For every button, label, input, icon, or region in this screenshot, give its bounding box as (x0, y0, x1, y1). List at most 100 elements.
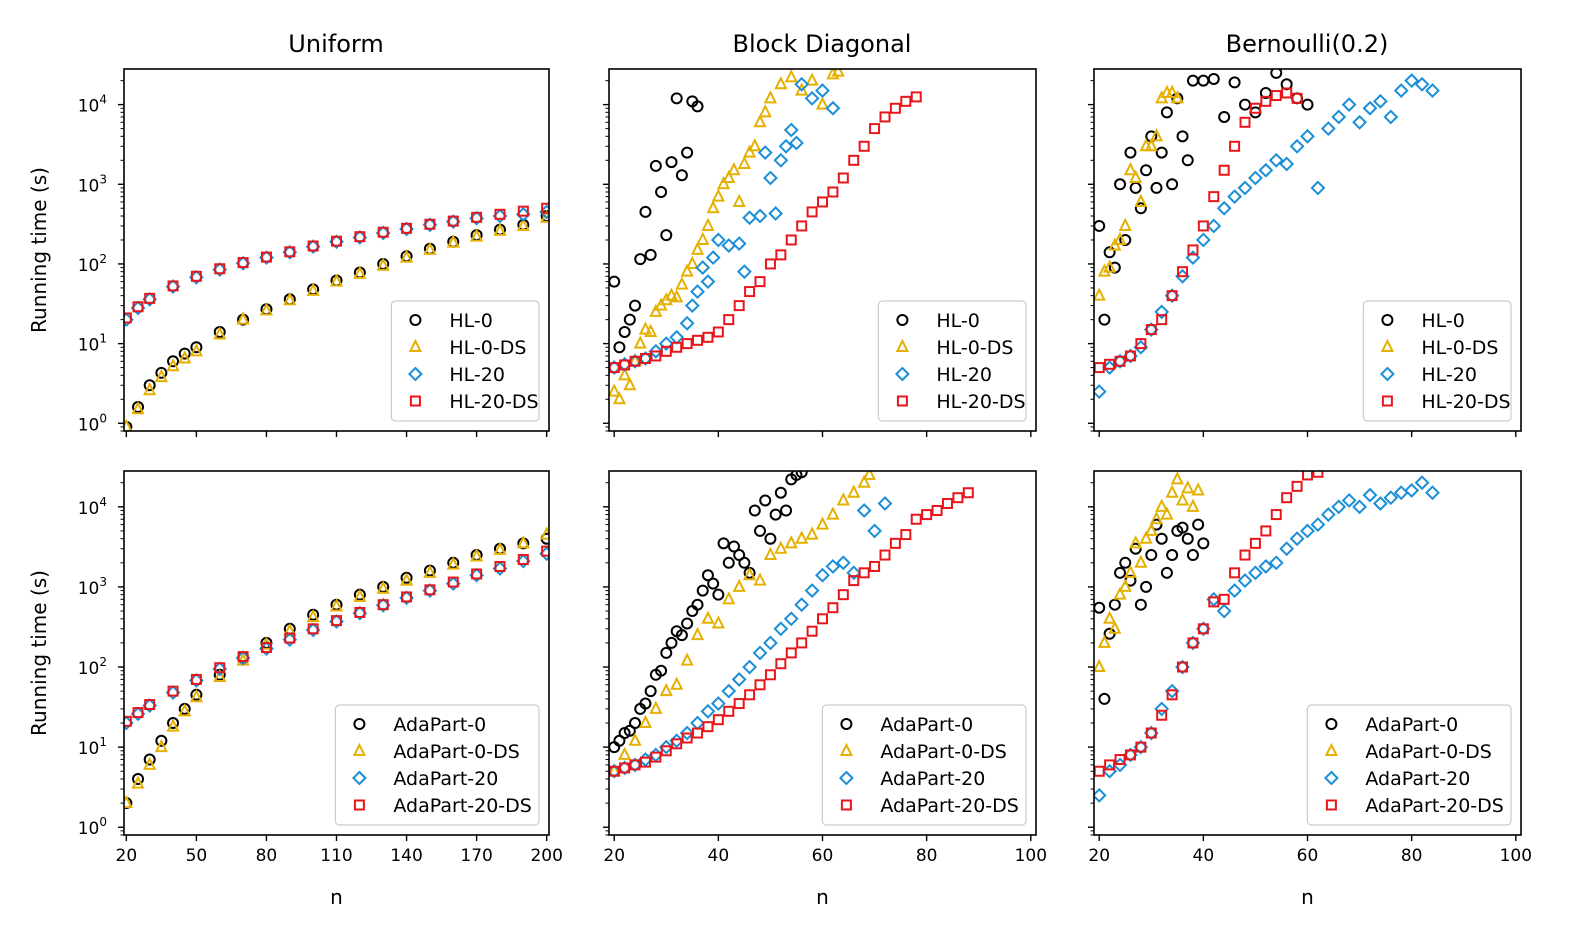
data-point (1192, 518, 1205, 531)
data-point (1279, 541, 1295, 557)
data-point (684, 298, 700, 314)
data-point (259, 302, 274, 316)
data-point (1181, 532, 1194, 545)
data-point (1164, 683, 1180, 699)
data-point (1135, 741, 1147, 753)
data-point (722, 591, 736, 605)
data-point (774, 486, 787, 499)
y-tick-label: 101 (78, 332, 107, 356)
data-point (702, 331, 714, 343)
data-point (690, 715, 705, 731)
x-tick-label: 80 (916, 846, 938, 866)
data-point (665, 636, 678, 649)
data-point (835, 555, 851, 571)
panel-r0c2-series-hl-0 (1094, 69, 1314, 326)
data-point (1154, 304, 1170, 320)
data-point (609, 383, 621, 397)
data-point (691, 598, 704, 611)
data-point (706, 200, 720, 214)
data-point (856, 503, 872, 518)
data-point (1114, 355, 1126, 367)
panel-r1c2-xlabel: n (1301, 885, 1314, 909)
data-point (962, 487, 974, 499)
data-point (669, 329, 685, 345)
data-point (260, 251, 272, 263)
data-point (660, 745, 672, 757)
data-point (731, 236, 747, 252)
data-point (237, 257, 249, 269)
data-point (701, 217, 715, 231)
data-point (778, 138, 794, 154)
data-point (910, 91, 922, 103)
data-point (213, 326, 227, 340)
data-point (1425, 485, 1440, 501)
legend-label-adapart-20-ds: AdaPart-20-DS (1365, 795, 1503, 817)
data-point (754, 524, 767, 537)
data-point (1249, 102, 1261, 114)
legend-marker-hl-0 (1381, 314, 1394, 326)
data-point (789, 135, 804, 151)
data-point (1118, 217, 1132, 231)
data-point (742, 566, 757, 581)
data-point (769, 508, 782, 521)
data-point (377, 226, 389, 238)
data-point (665, 156, 678, 169)
data-point (1123, 162, 1138, 176)
data-point (1103, 259, 1117, 273)
data-point (1154, 701, 1170, 717)
data-point (723, 705, 735, 717)
x-tick-label: 20 (116, 846, 138, 866)
data-point (1331, 499, 1347, 515)
data-point (144, 292, 156, 304)
data-point (1289, 531, 1305, 547)
data-point (1098, 692, 1111, 705)
data-point (236, 311, 250, 325)
legend-label-adapart-20: AdaPart-20 (880, 768, 985, 790)
data-point (685, 255, 699, 269)
data-point (764, 258, 776, 270)
data-point (1206, 218, 1222, 234)
x-tick-label: 110 (320, 846, 352, 866)
data-point (237, 651, 249, 663)
data-point (639, 697, 652, 710)
y-tick-label: 101 (78, 735, 107, 759)
data-point (494, 560, 506, 572)
data-point (1237, 180, 1253, 196)
data-point (1414, 76, 1430, 92)
legend-marker-adapart-20 (1323, 770, 1339, 786)
data-point (144, 699, 156, 711)
data-point (700, 703, 716, 719)
legend-marker-adapart-20 (838, 770, 854, 786)
data-point (331, 615, 342, 627)
data-point (1404, 483, 1420, 498)
data-point (869, 123, 881, 135)
data-point (815, 83, 830, 99)
column-title-block-diagonal: Block Diagonal (733, 30, 912, 58)
data-point (805, 526, 819, 540)
data-point (1144, 138, 1158, 152)
panel-r1c0-legend: AdaPart-0 AdaPart-0-DS AdaPart-20 AdaPart-2… (334, 704, 540, 826)
legend-label-adapart-0: AdaPart-0 (393, 714, 486, 736)
data-point (752, 208, 768, 224)
data-point (790, 471, 803, 481)
data-point (736, 264, 752, 280)
data-point (517, 205, 529, 217)
legend-label-adapart-0-ds: AdaPart-0-DS (1365, 741, 1491, 763)
data-point (517, 553, 529, 565)
legend-label-adapart-20: AdaPart-20 (1365, 768, 1470, 790)
data-point (879, 111, 891, 123)
data-point (691, 100, 704, 113)
data-point (167, 355, 180, 368)
data-point (618, 325, 631, 338)
y-tick-label: 100 (78, 815, 107, 839)
data-point (1129, 535, 1143, 549)
y-tick-exponent: 3 (99, 575, 107, 589)
data-point (671, 341, 683, 353)
data-point (424, 218, 436, 230)
data-point (757, 145, 773, 160)
data-point (1140, 164, 1153, 177)
data-point (753, 114, 767, 128)
data-point (879, 549, 891, 561)
data-point (931, 504, 943, 516)
